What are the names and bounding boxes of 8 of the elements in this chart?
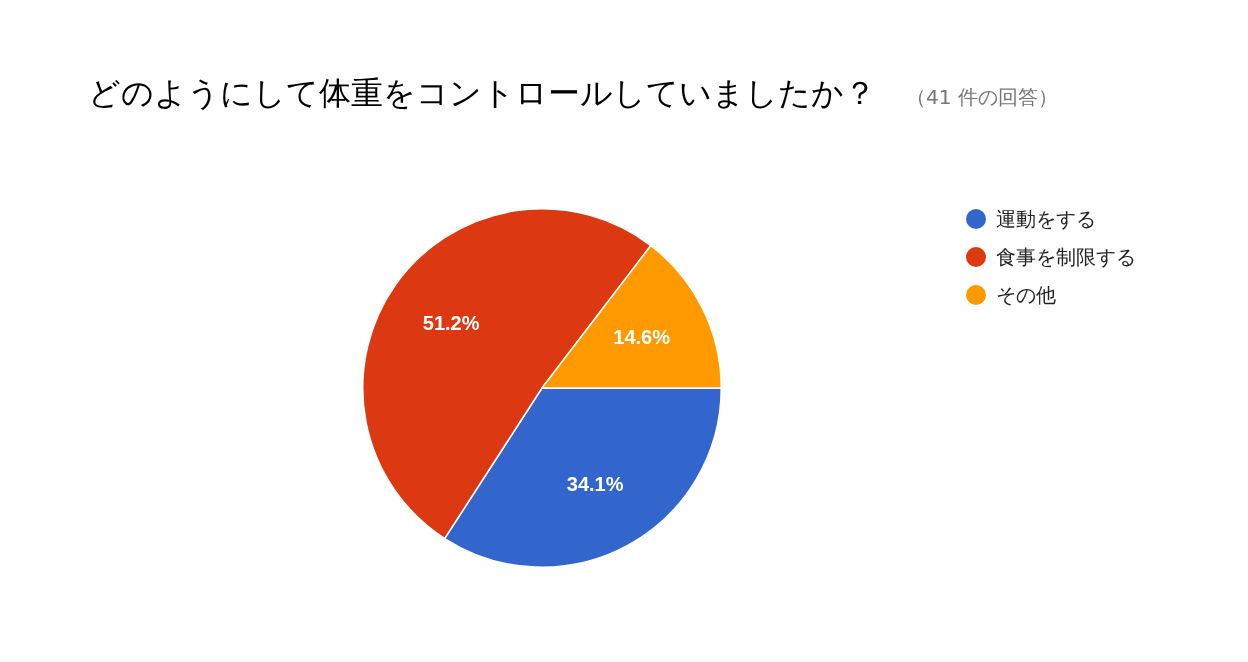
chart-subtitle: （41 件の回答） [906,84,1058,111]
chart-title: どのようにして体重をコントロールしていましたか？ [88,73,876,114]
legend-label: 食事を制限する [996,243,1136,271]
data-label: 51.2% [422,311,480,334]
data-label: 34.1% [566,473,624,496]
legend-label: 運動をする [996,205,1096,233]
data-label: 14.6% [613,326,671,349]
legend-label: その他 [996,281,1056,309]
